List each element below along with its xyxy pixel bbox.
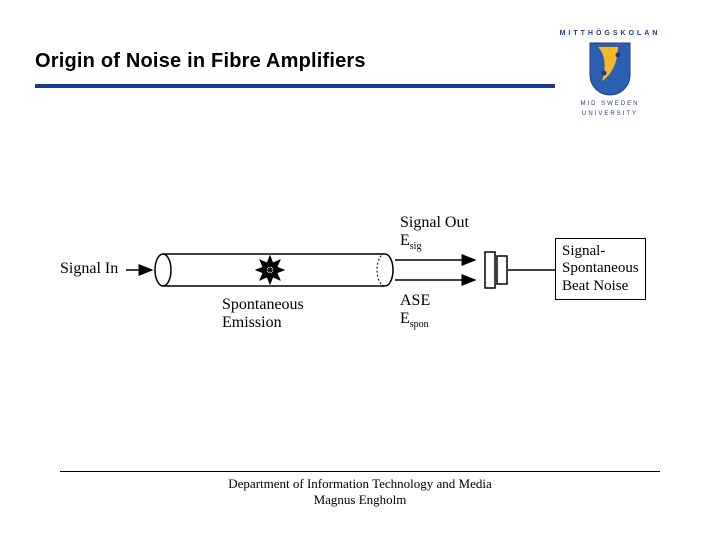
label-text: Spontaneous bbox=[562, 260, 639, 276]
logo-text-sub1: MID SWEDEN bbox=[555, 101, 665, 109]
label-signal-out: Signal Out Esig bbox=[400, 214, 469, 252]
label-sub: spon bbox=[410, 319, 429, 330]
label-ase: ASE Espon bbox=[400, 292, 430, 330]
label-text: ASE bbox=[400, 292, 430, 309]
label-text: Beat Noise bbox=[562, 278, 628, 294]
label-text: Signal Out bbox=[400, 214, 469, 231]
label-text: Spontaneous bbox=[222, 296, 304, 313]
label-sub: sig bbox=[410, 241, 422, 252]
label-text: Signal- bbox=[562, 243, 605, 259]
footer: Department of Information Technology and… bbox=[0, 476, 720, 509]
footer-line2: Magnus Engholm bbox=[0, 492, 720, 508]
logo-text-sub2: UNIVERSITY bbox=[555, 111, 665, 119]
label-spontaneous-emission: Spontaneous Emission bbox=[222, 296, 304, 331]
output-beat-noise-box: Signal- Spontaneous Beat Noise bbox=[555, 238, 646, 300]
footer-rule bbox=[60, 471, 660, 472]
label-text: Emission bbox=[222, 314, 282, 331]
label-text: E bbox=[400, 232, 410, 249]
shield-icon bbox=[588, 41, 632, 97]
university-logo: MITTHÖGSKOLAN MID SWEDEN UNIVERSITY bbox=[555, 30, 665, 150]
label-text: E bbox=[400, 310, 410, 327]
logo-text-top: MITTHÖGSKOLAN bbox=[555, 30, 665, 37]
footer-line1: Department of Information Technology and… bbox=[0, 476, 720, 492]
fibre-amplifier-diagram: Signal In bbox=[60, 200, 660, 360]
slide-title: Origin of Noise in Fibre Amplifiers bbox=[35, 50, 366, 73]
